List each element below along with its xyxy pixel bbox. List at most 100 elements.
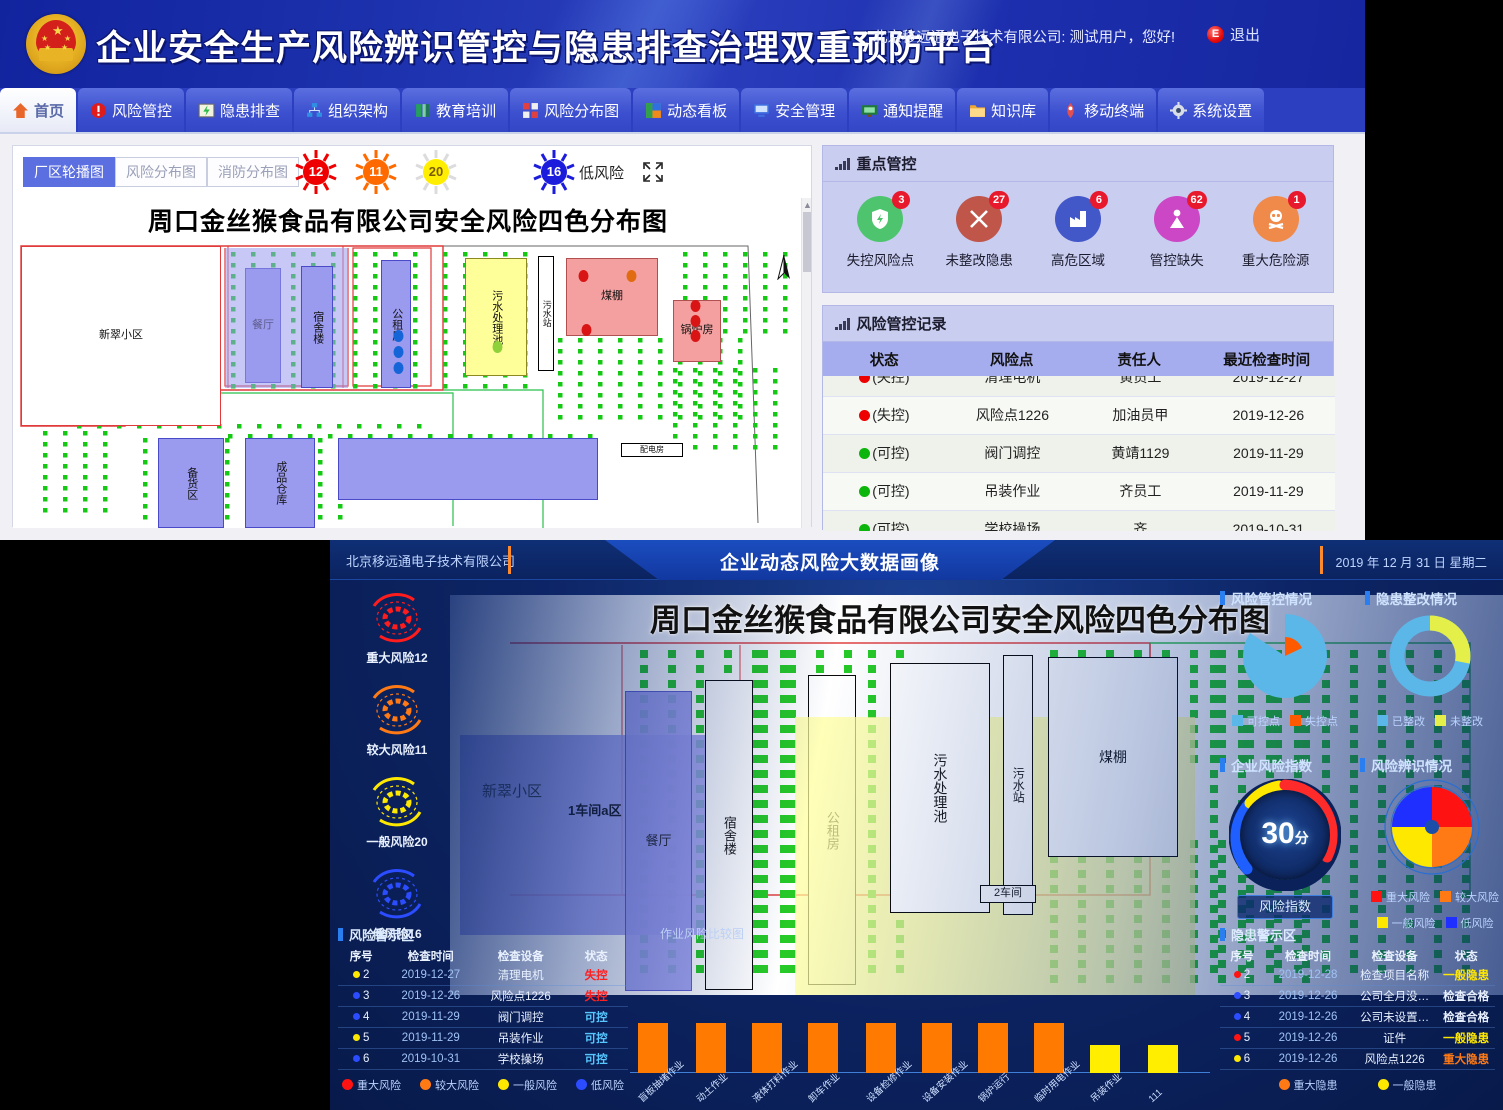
risk-badge-low[interactable]: 16 [531,149,577,195]
table-row[interactable]: 4 2019-11-29 阀门调控 可控 [338,1006,628,1028]
tab-safety-management[interactable]: 安全管理 [741,88,848,132]
risk-badge-high[interactable]: 11 [353,149,399,195]
scroll-up-icon[interactable]: ▲ [803,200,812,210]
table-row[interactable]: (失控) 风险点1226 加油员甲 2019-12-26 [823,396,1335,435]
table-row[interactable]: (可控) 阀门调控 黄靖1129 2019-11-29 [823,434,1335,473]
table-row[interactable]: 5 2019-12-26 证件 一般隐患 [1220,1027,1495,1049]
dash-building-sushelou[interactable]: 宿舍楼 [705,680,753,990]
segment-fire-map[interactable]: 消防分布图 [207,157,299,187]
building-wushuizhan[interactable]: 污水站 [538,256,554,371]
building-xincui[interactable]: 新翠小区 [21,246,221,426]
building-wushuichili[interactable]: 污水处理池 [465,258,527,376]
bar[interactable] [808,1023,838,1073]
focus-item-unrectified-hazard[interactable]: 27 未整改隐患 [933,191,1025,269]
building-workshop-big[interactable] [338,438,598,500]
focus-item-high-risk-area[interactable]: 6 高危区域 [1032,191,1124,269]
tab-risk-map[interactable]: 风险分布图 [510,88,632,132]
table-row[interactable]: 5 2019-11-29 吊装作业 可控 [338,1027,628,1049]
rail-item-major-risk[interactable]: 重大风险12 [342,588,452,666]
risk-badge-low-label: 低风险 [579,164,625,182]
risk-table-title: 风险警示区 [349,928,415,943]
focus-count: 1 [1287,191,1306,209]
record-rows-scroll[interactable]: (失控) 清理电机 黄员工 2019-12-27 (失控) 风险点1226 加油… [823,376,1335,531]
bar[interactable] [696,1023,726,1073]
building-chengpincangku[interactable]: 成品仓库 [245,438,315,528]
tab-dynamic-board[interactable]: 动态看板 [633,88,740,132]
table-row[interactable]: 4 2019-12-26 公司未设置… 检查合格 [1220,1006,1495,1028]
focus-label: 高危区域 [1050,253,1105,268]
table-row[interactable]: 6 2019-10-31 学校操场 可控 [338,1048,628,1070]
risk-pin-blue[interactable] [393,330,404,345]
dash-building-wushuizhan[interactable]: 污水站 [1003,655,1033,915]
bar[interactable] [922,1023,952,1073]
cell-risk-point: 清理电机 [945,376,1079,397]
tab-mobile-terminal[interactable]: 移动终端 [1050,88,1157,132]
risk-pin-blue[interactable] [393,346,404,361]
rail-item-low-risk[interactable]: 低风险16 [342,864,452,942]
risk-warning-table-pod: 风险警示区 序号 检查时间 检查设备 状态 2 2019-12-27 清理电机 … [338,925,628,1093]
risk-pin-orange[interactable] [626,270,637,285]
segment-factory-carousel[interactable]: 厂区轮播图 [23,157,115,187]
table-row[interactable]: 3 2019-12-26 公司全月没… 检查合格 [1220,985,1495,1007]
tab-risk-control[interactable]: 风险管控 [78,88,185,132]
shield-icon: 3 [857,191,911,242]
building-sushelou[interactable]: 宿舍楼 [301,266,333,388]
table-row[interactable]: 2 2019-12-27 清理电机 失控 [338,965,628,986]
fullscreen-icon[interactable] [642,161,664,183]
radar-ring-icon [362,680,432,740]
tab-education-training[interactable]: 教育培训 [402,88,509,132]
segment-risk-map[interactable]: 风险分布图 [115,157,207,187]
map-scrollbar[interactable]: ▲ [801,198,812,528]
risk-pin-red[interactable] [690,300,701,315]
table-row[interactable]: (可控) 学校操场 齐 2019-10-31 [823,510,1335,531]
factory-map-canvas[interactable]: 新翠小区 餐厅 宿舍楼 公租房 污水处理池 污水站 煤棚 锅炉房 备货区 成品仓… [13,238,803,528]
bar[interactable] [752,1023,782,1073]
risk-index-button[interactable]: 风险指数 [1237,895,1333,919]
focus-item-control-missing[interactable]: 62 管控缺失 [1131,191,1223,269]
focus-label: 管控缺失 [1149,253,1204,268]
logout-button[interactable]: E 退出 [1206,24,1260,45]
table-row[interactable]: (失控) 清理电机 黄员工 2019-12-27 [823,376,1335,397]
bar[interactable] [866,1023,896,1073]
rail-item-high-risk[interactable]: 较大风险11 [342,680,452,758]
dash-building-wushuichili[interactable]: 污水处理池 [890,663,990,913]
building-peidianfang[interactable]: 配电房 [621,443,683,457]
building-beihuoqu[interactable]: 备货区 [158,438,224,528]
risk-pin-green[interactable] [492,341,503,356]
risk-pin-red[interactable] [690,330,701,345]
tab-system-settings[interactable]: 系统设置 [1158,88,1265,132]
bar[interactable] [1148,1045,1178,1073]
table-row[interactable]: 6 2019-12-26 风险点1226 重大隐患 [1220,1048,1495,1070]
bar[interactable] [1090,1045,1120,1073]
scroll-thumb[interactable] [803,212,811,272]
dash-building-workshop2[interactable]: 2车间 [980,885,1036,903]
tab-knowledge-base[interactable]: 知识库 [957,88,1049,132]
focus-item-uncontrolled-risk[interactable]: 3 失控风险点 [834,191,926,269]
bar-label: 锅炉运行 [976,1071,1013,1105]
risk-pin-blue[interactable] [393,362,404,377]
table-row[interactable]: 2 2019-12-28 检查项目名称 一般隐患 [1220,965,1495,986]
tools-icon: 27 [956,191,1010,242]
pod-title: 隐患整改情况 [1376,592,1457,607]
rail-item-general-risk[interactable]: 一般风险20 [342,772,452,850]
focus-item-major-hazard-source[interactable]: 1 重大危险源 [1230,191,1322,269]
risk-pin-red[interactable] [578,270,589,285]
tab-label: 首页 [34,102,65,120]
risk-pin-red[interactable] [690,315,701,330]
app-header: ★ ★ ★ ★ ★ 企业安全生产风险辨识管控与隐患排查治理双重预防平台 北京移远… [0,0,1365,88]
tab-notifications[interactable]: 通知提醒 [849,88,956,132]
bar[interactable] [1034,1023,1064,1073]
bar[interactable] [978,1023,1008,1073]
tab-hazard-inspection[interactable]: 隐患排查 [186,88,293,132]
table-row[interactable]: (可控) 吊装作业 齐员工 2019-11-29 [823,472,1335,511]
grid-icon [523,102,539,118]
dash-building-canting-box[interactable]: 餐厅 [625,691,692,991]
risk-pin-red[interactable] [581,324,592,339]
table-row[interactable]: 3 2019-12-26 风险点1226 失控 [338,985,628,1007]
risk-badge-major[interactable]: 12 [293,149,339,195]
dash-building-meipeng[interactable]: 煤棚 [1048,657,1178,857]
risk-badge-general[interactable]: 20 [413,149,459,195]
tab-home[interactable]: 首页 [0,88,77,132]
tab-org-structure[interactable]: 组织架构 [294,88,401,132]
bar[interactable] [638,1023,668,1073]
